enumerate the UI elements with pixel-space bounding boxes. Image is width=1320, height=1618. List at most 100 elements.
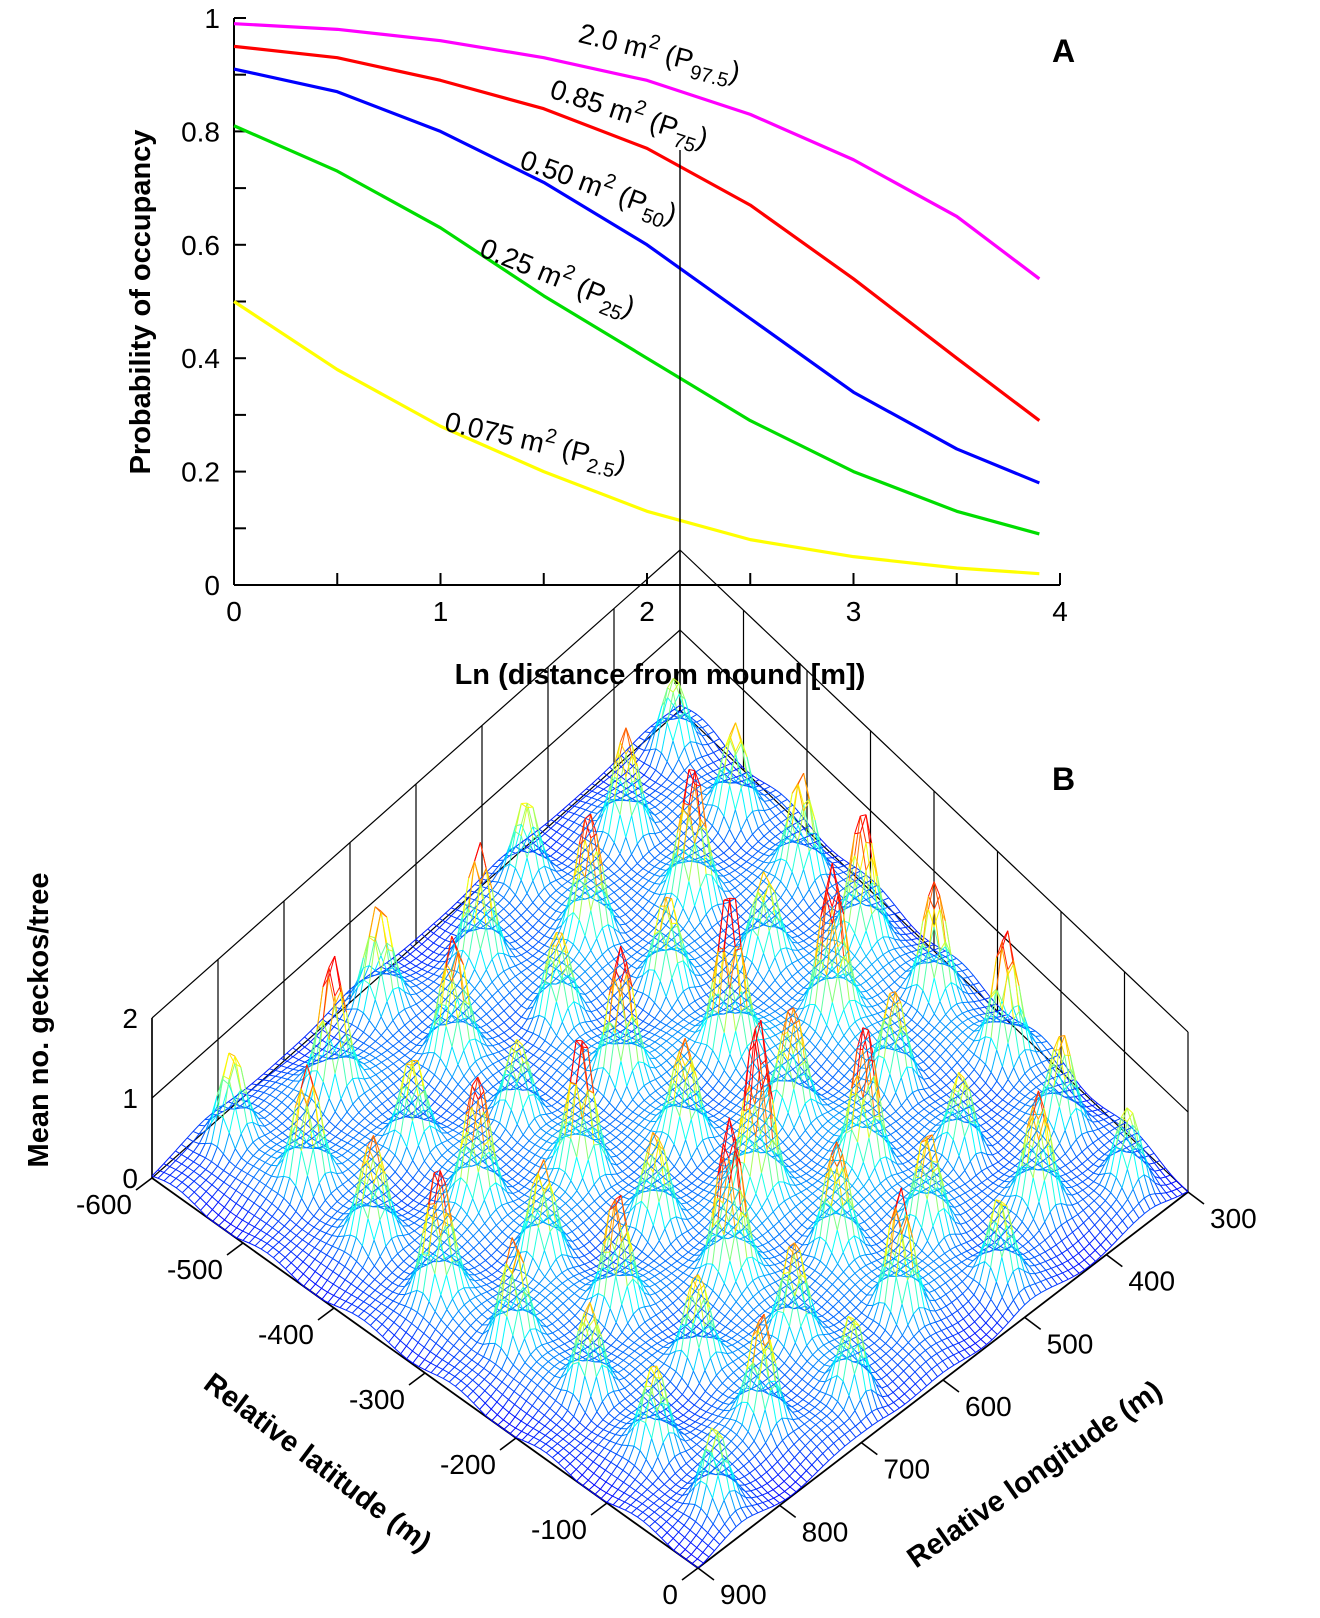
surface-mesh-line <box>872 1302 880 1306</box>
surface-mesh-line <box>567 873 574 878</box>
surface-mesh-line <box>888 1035 896 1043</box>
surface-mesh-line <box>993 1232 1001 1238</box>
surface-mesh-line <box>934 1300 942 1310</box>
surface-mesh-line <box>923 1292 931 1311</box>
surface-mesh-line <box>1057 1065 1065 1074</box>
surface-mesh-line <box>648 871 655 876</box>
surface-mesh-line <box>497 881 504 885</box>
surface-mesh-line <box>1081 1163 1089 1170</box>
surface-mesh-line <box>962 1012 969 1020</box>
surface-mesh-line <box>967 1018 975 1025</box>
surface-mesh-line <box>934 1027 941 1034</box>
surface-mesh-line <box>614 967 622 983</box>
curve-label-text: 0.25 m <box>476 232 567 293</box>
surface-mesh-line <box>526 857 534 882</box>
surface-mesh-line <box>637 1017 644 1022</box>
surface-mesh-line <box>767 1242 775 1250</box>
surface-mesh-line <box>544 913 551 919</box>
surface-mesh-line <box>1086 1131 1094 1144</box>
surface-mesh-line <box>526 802 534 808</box>
surface-mesh-line <box>985 1309 992 1317</box>
surface-mesh-line <box>961 970 969 978</box>
surface-mesh-line <box>648 1045 656 1051</box>
surface-mesh-line <box>753 1114 760 1119</box>
surface-mesh-line <box>584 1009 592 1022</box>
surface-mesh-line <box>941 1340 949 1349</box>
surface-mesh-line <box>814 900 821 909</box>
surface-mesh-line <box>885 1156 893 1176</box>
surface-mesh-line <box>838 1311 846 1318</box>
surface-mesh-line <box>832 1064 839 1072</box>
surface-mesh-line <box>1070 1146 1077 1158</box>
surface-mesh-line <box>961 1002 969 1012</box>
surface-mesh-line <box>780 858 787 862</box>
surface-mesh-line <box>1159 1185 1167 1194</box>
surface-mesh-line <box>778 1233 786 1242</box>
surface-mesh-line <box>1034 1273 1042 1282</box>
surface-mesh-line <box>450 933 458 937</box>
surface-mesh-line <box>921 1260 929 1266</box>
surface-mesh-line <box>1059 1175 1067 1183</box>
surface-mesh-line <box>636 882 644 888</box>
surface-mesh-line <box>584 818 592 838</box>
surface-mesh-line <box>961 1261 968 1267</box>
surface-mesh-line <box>838 1081 845 1087</box>
surface-mesh-line <box>985 1130 993 1138</box>
surface-mesh-line <box>837 882 844 889</box>
surface-mesh-line <box>468 922 475 927</box>
surface-mesh-line <box>859 1268 867 1276</box>
surface-mesh-line <box>699 887 707 915</box>
surface-mesh-line <box>694 770 701 820</box>
surface-mesh-line <box>945 1305 953 1315</box>
surface-mesh-line <box>993 1209 1000 1216</box>
surface-mesh-line <box>854 933 861 947</box>
surface-mesh-line <box>421 968 428 973</box>
surface-mesh-line <box>947 1131 954 1141</box>
surface-mesh-line <box>971 1229 978 1237</box>
surface-mesh-line <box>945 1037 952 1044</box>
surface-mesh-line <box>1034 1265 1041 1273</box>
surface-mesh-line <box>775 797 782 803</box>
surface-mesh-line <box>1003 1166 1010 1171</box>
surface-mesh-line <box>1132 1112 1139 1144</box>
surface-mesh-line <box>978 982 986 991</box>
surface-mesh-line <box>865 1254 872 1264</box>
surface-mesh-line <box>596 973 603 982</box>
surface-mesh-line <box>1053 1162 1061 1169</box>
surface-mesh-line <box>625 951 632 957</box>
surface-mesh-line <box>889 1260 897 1277</box>
surface-mesh-line <box>961 1270 969 1277</box>
surface-mesh-line <box>922 909 929 947</box>
surface-mesh-line <box>775 1034 782 1043</box>
surface-mesh-line <box>590 990 598 999</box>
surface-mesh-line <box>913 1348 921 1356</box>
surface-mesh-line <box>549 895 557 902</box>
surface-mesh-line <box>1093 1172 1100 1176</box>
surface-mesh-line <box>979 1014 986 1020</box>
surface-mesh-line <box>590 910 598 939</box>
surface-mesh-line <box>875 1234 883 1242</box>
surface-mesh-line <box>866 1284 873 1289</box>
surface-mesh-line <box>997 1152 1004 1159</box>
surface-mesh-line <box>689 1049 696 1056</box>
surface-mesh-line <box>688 919 696 930</box>
surface-mesh-line <box>1104 1187 1112 1194</box>
surface-mesh-line <box>911 939 918 945</box>
surface-mesh-line <box>638 770 645 776</box>
surface-mesh-line <box>976 1194 983 1201</box>
surface-mesh-line <box>972 1248 979 1254</box>
surface-mesh-line <box>462 909 470 919</box>
surface-mesh-line <box>615 1137 623 1143</box>
surface-mesh-line <box>979 1301 986 1310</box>
surface-mesh-line <box>1070 1171 1078 1178</box>
surface-mesh-line <box>903 1370 910 1378</box>
surface-mesh-line <box>1099 1173 1105 1176</box>
surface-mesh-line <box>906 1280 914 1315</box>
surface-mesh-line <box>1088 1205 1095 1213</box>
surface-mesh-line <box>757 987 764 994</box>
surface-mesh-line <box>574 805 581 809</box>
surface-mesh-line <box>1082 1172 1089 1179</box>
surface-mesh-line <box>585 1041 592 1047</box>
surface-mesh-line <box>871 987 878 996</box>
y-tick-label: 1 <box>204 3 220 34</box>
